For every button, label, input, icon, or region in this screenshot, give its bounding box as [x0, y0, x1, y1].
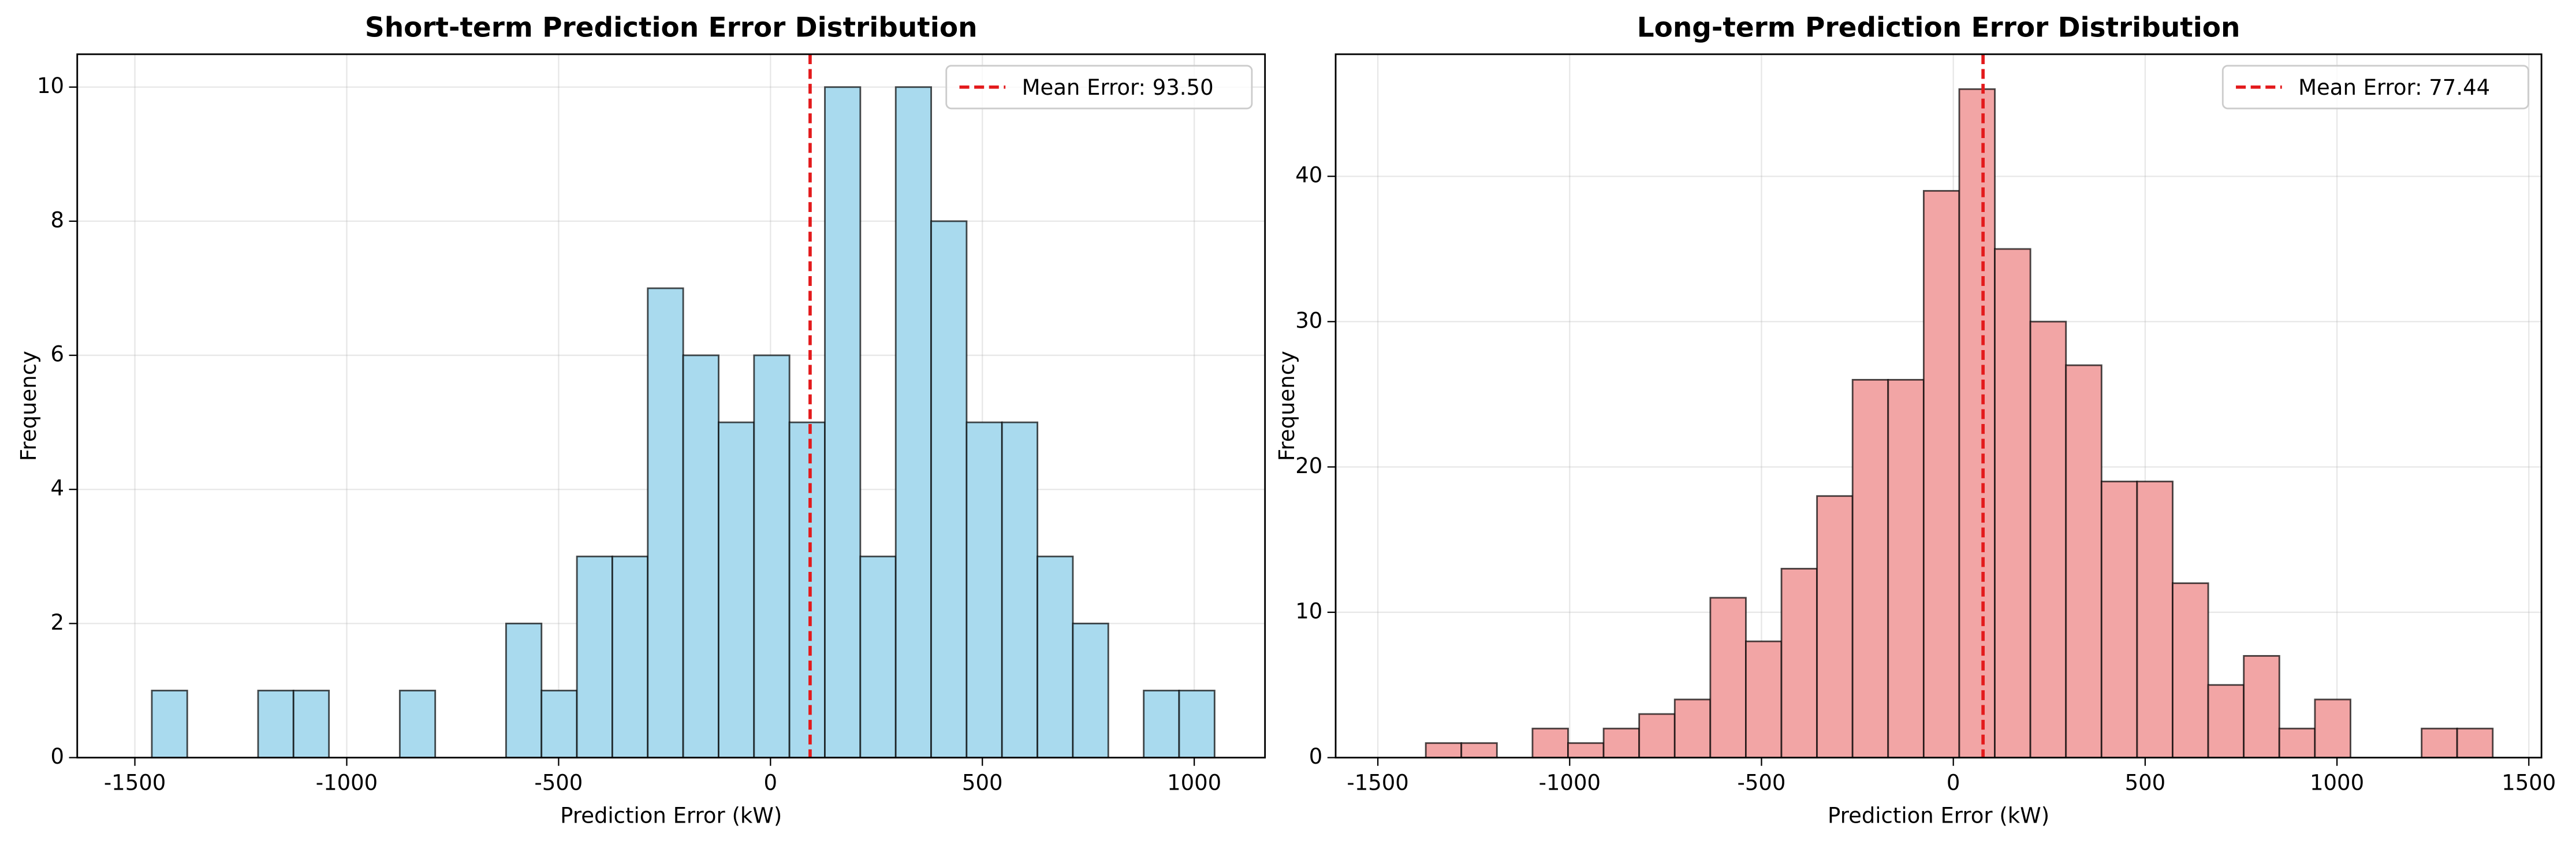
bar — [151, 690, 188, 758]
y-tick-label: 2 — [50, 610, 64, 635]
chart-title: Long-term Prediction Error Distribution — [1637, 12, 2241, 44]
legend: Mean Error: 77.44 — [2221, 65, 2529, 110]
subplot: Long-term Prediction Error Distribution -… — [1274, 12, 2556, 828]
bar — [1001, 421, 1039, 758]
axes-frame — [1334, 53, 2543, 758]
bar — [612, 555, 649, 758]
x-tick-label: 1000 — [2310, 771, 2364, 795]
y-tick-label: 8 — [50, 207, 64, 232]
x-tick-label: 1000 — [1167, 771, 1221, 795]
bar — [647, 287, 684, 758]
bar — [682, 354, 720, 758]
bar — [1887, 378, 1925, 758]
bar — [965, 421, 1003, 758]
x-tick-label: -500 — [1738, 771, 1786, 795]
bar — [1673, 698, 1712, 758]
y-tick-label: 0 — [1309, 744, 1323, 769]
bar — [292, 690, 330, 758]
y-axis-label: Frequency — [16, 351, 41, 461]
y-tick-label: 30 — [1295, 308, 1322, 333]
bar — [1567, 742, 1605, 758]
bar — [1922, 189, 1960, 758]
bar — [2172, 582, 2209, 758]
x-tick-label: -1500 — [104, 771, 166, 795]
bar — [2314, 698, 2351, 758]
subplot: Short-term Prediction Error Distribution… — [16, 12, 1266, 828]
bar — [1958, 88, 1996, 758]
bar — [398, 690, 437, 758]
legend: Mean Error: 93.50 — [945, 65, 1253, 110]
bar — [1460, 742, 1498, 758]
bar — [1143, 690, 1180, 758]
bar — [2278, 727, 2316, 758]
bar — [1994, 248, 2031, 758]
bar — [2029, 321, 2067, 758]
bar — [1072, 622, 1109, 758]
chart-title: Short-term Prediction Error Distribution — [365, 12, 978, 44]
x-tick-label: -1500 — [1347, 771, 1408, 795]
bar — [257, 690, 294, 758]
bar — [1178, 690, 1216, 758]
bar — [1745, 640, 1783, 758]
bar — [2207, 684, 2245, 758]
x-tick-label: 1500 — [2502, 771, 2556, 795]
bar — [1037, 555, 1074, 758]
bar — [1709, 597, 1747, 758]
y-tick-label: 10 — [1295, 598, 1322, 623]
bar — [2421, 727, 2458, 758]
bar — [2065, 364, 2102, 758]
bar — [753, 354, 791, 758]
bar — [1531, 727, 1569, 758]
bar — [718, 421, 755, 758]
bar — [2136, 481, 2174, 758]
bar — [1602, 727, 1641, 758]
legend-box — [945, 65, 1253, 110]
x-tick-label: -500 — [534, 771, 583, 795]
y-axis-label: Frequency — [1274, 351, 1299, 461]
y-tick-label: 40 — [1295, 163, 1322, 188]
bar — [505, 622, 543, 758]
bar — [1780, 568, 1818, 758]
bar — [2100, 481, 2138, 758]
x-axis-label: Prediction Error (kW) — [560, 803, 782, 828]
x-tick-label: 500 — [962, 771, 1003, 795]
bar — [1638, 713, 1676, 758]
x-tick-label: -1000 — [1539, 771, 1601, 795]
x-tick-label: 0 — [764, 771, 778, 795]
legend-label: Mean Error: 93.50 — [1022, 75, 1214, 100]
bar — [576, 555, 613, 758]
x-tick-label: 500 — [2125, 771, 2166, 795]
bar — [788, 421, 826, 758]
y-tick-label: 6 — [50, 342, 64, 367]
bar — [894, 86, 932, 758]
bar — [824, 86, 862, 758]
bar — [2243, 654, 2280, 758]
bar — [540, 690, 578, 758]
bar — [2456, 727, 2494, 758]
legend-label: Mean Error: 77.44 — [2298, 75, 2490, 100]
x-axis-label: Prediction Error (kW) — [1828, 803, 2049, 828]
bar — [1816, 495, 1854, 758]
legend-box — [2221, 65, 2529, 110]
x-tick-label: -1000 — [316, 771, 378, 795]
y-tick-label: 10 — [37, 73, 64, 98]
axes-frame — [76, 53, 1266, 758]
y-tick-label: 4 — [50, 476, 64, 501]
bar — [859, 555, 897, 758]
y-tick-label: 0 — [50, 744, 64, 769]
bar — [1851, 378, 1889, 758]
bar — [930, 220, 968, 758]
bar — [1425, 742, 1463, 758]
y-tick-label: 20 — [1295, 453, 1322, 478]
x-tick-label: 0 — [1947, 771, 1960, 795]
